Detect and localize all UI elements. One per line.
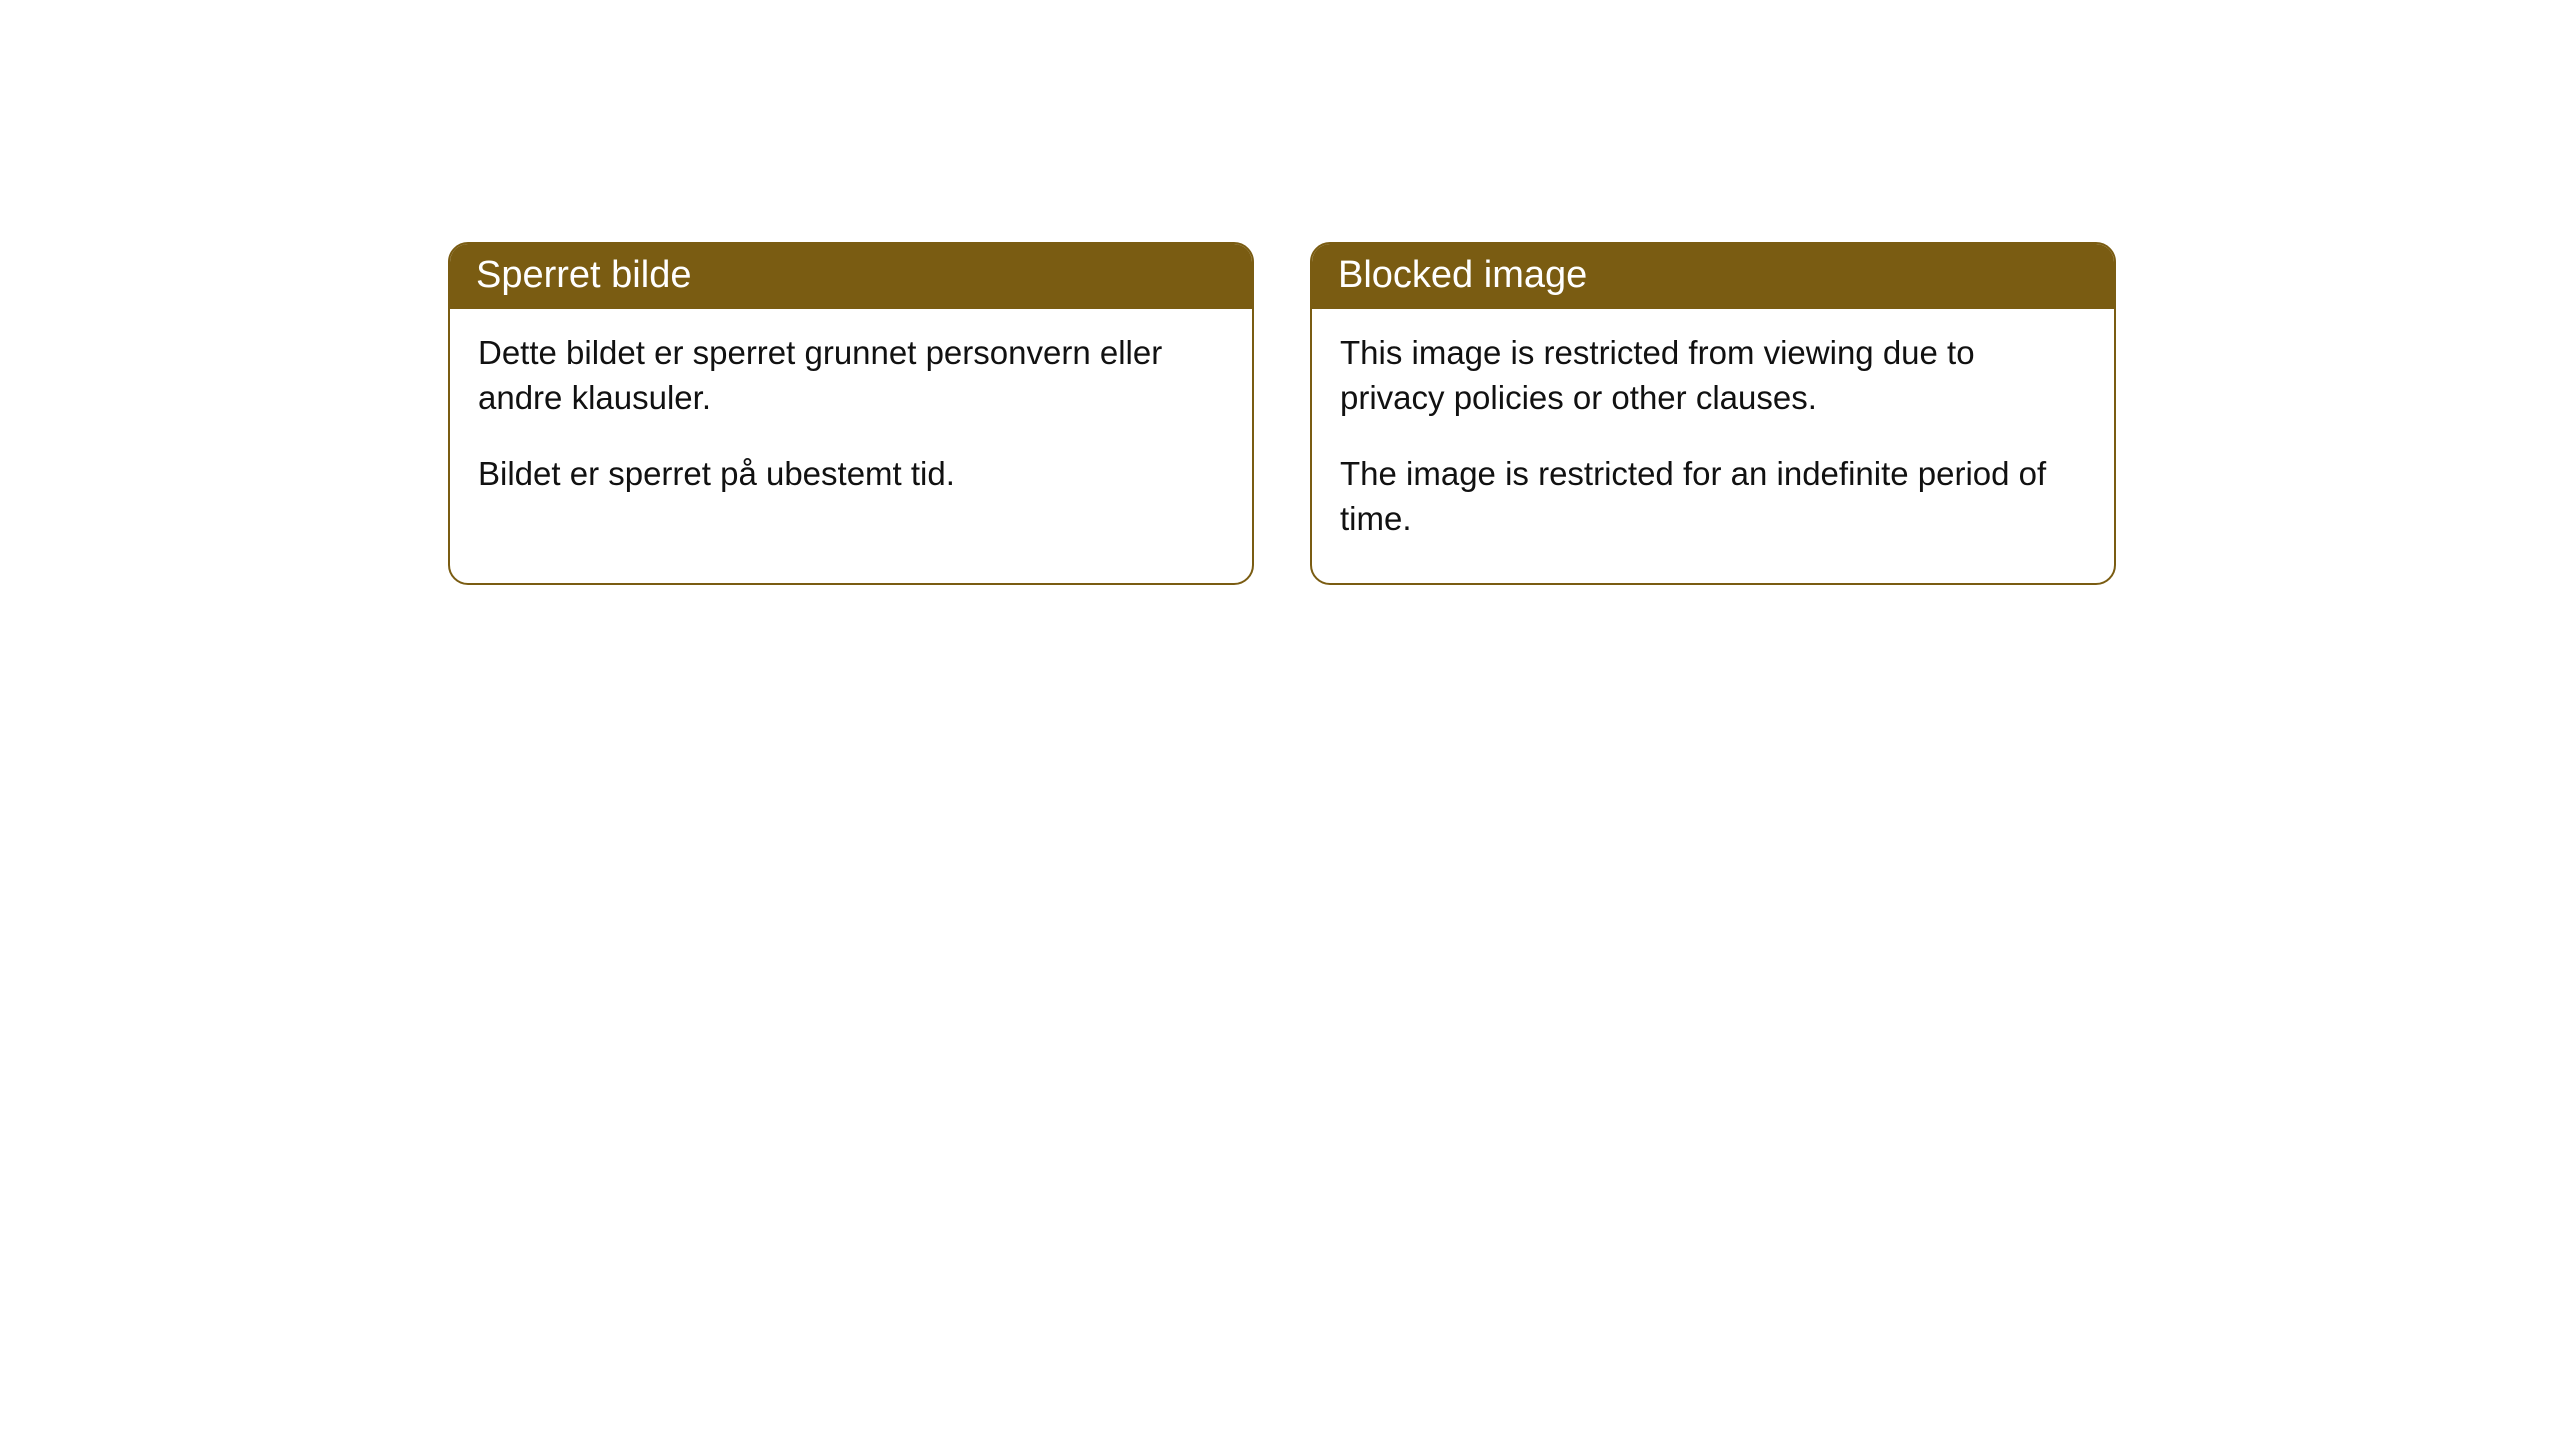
notice-card-header: Sperret bilde [450, 244, 1252, 309]
notice-paragraph: Dette bildet er sperret grunnet personve… [478, 331, 1224, 420]
notice-card-body: This image is restricted from viewing du… [1312, 309, 2114, 583]
notice-card-body: Dette bildet er sperret grunnet personve… [450, 309, 1252, 539]
notice-card-nb: Sperret bilde Dette bildet er sperret gr… [448, 242, 1254, 585]
notice-card-en: Blocked image This image is restricted f… [1310, 242, 2116, 585]
notice-paragraph: This image is restricted from viewing du… [1340, 331, 2086, 420]
notice-container: Sperret bilde Dette bildet er sperret gr… [0, 0, 2560, 585]
notice-paragraph: Bildet er sperret på ubestemt tid. [478, 452, 1224, 497]
notice-card-header: Blocked image [1312, 244, 2114, 309]
notice-paragraph: The image is restricted for an indefinit… [1340, 452, 2086, 541]
